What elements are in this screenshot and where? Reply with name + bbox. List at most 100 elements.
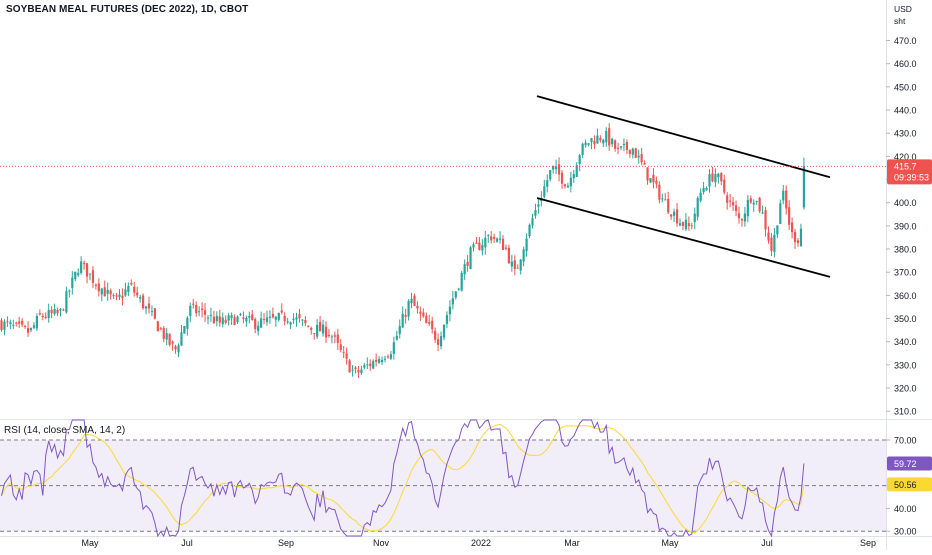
candle-body xyxy=(690,225,693,227)
candle-body xyxy=(3,321,6,330)
price-tick-label: 470.0 xyxy=(894,36,917,46)
candle-body xyxy=(136,292,139,296)
candle-body xyxy=(463,264,466,275)
candle-body xyxy=(59,308,62,311)
candle-body xyxy=(44,316,47,318)
candle-body xyxy=(124,289,127,296)
candle-body xyxy=(734,205,738,212)
candle-body xyxy=(519,259,522,271)
candle-body xyxy=(301,319,304,321)
candle-body xyxy=(416,305,419,309)
candle-body xyxy=(410,298,413,304)
candle-body xyxy=(504,247,508,249)
candle-body xyxy=(614,140,617,149)
candle-body xyxy=(171,341,174,344)
candle-body xyxy=(442,324,446,338)
candle-body xyxy=(451,298,454,305)
time-tick-label: May xyxy=(661,538,679,548)
candle-body xyxy=(726,195,729,203)
candle-body xyxy=(319,321,322,332)
rsi-indicator-title: RSI (14, close, SMA, 14, 2) xyxy=(4,425,126,436)
candle-body xyxy=(445,315,449,324)
candle-body xyxy=(189,305,192,316)
candle-body xyxy=(782,190,785,201)
candle-body xyxy=(62,309,65,311)
candle-body xyxy=(619,146,623,148)
candle-body xyxy=(153,308,156,319)
candle-body xyxy=(670,214,673,217)
candle-body xyxy=(628,149,631,154)
candle-body xyxy=(587,143,590,145)
candle-body xyxy=(466,261,469,267)
candle-body xyxy=(428,322,431,324)
candle-body xyxy=(333,335,336,337)
candle-body xyxy=(675,209,679,224)
candle-body xyxy=(283,315,286,322)
candle-body xyxy=(218,316,221,323)
candle-body xyxy=(26,328,30,333)
candle-body xyxy=(705,188,708,191)
candle-body xyxy=(150,311,154,313)
chart-title: SOYBEAN MEAL FUTURES (DEC 2022), 1D, CBO… xyxy=(6,4,249,15)
candle-body xyxy=(643,163,646,165)
candle-body xyxy=(18,321,21,324)
candle-body xyxy=(133,286,136,293)
candle-body xyxy=(516,267,519,269)
candle-body xyxy=(156,321,159,332)
candle-body xyxy=(6,321,9,323)
candle-body xyxy=(32,325,36,328)
candle-body xyxy=(478,242,481,250)
candle-body xyxy=(761,212,764,214)
candle-body xyxy=(714,174,717,183)
candle-body xyxy=(534,210,537,216)
rsi-tick-label: 70.00 xyxy=(894,436,917,446)
candle-body xyxy=(94,284,97,286)
time-tick-label: Sep xyxy=(860,538,876,548)
candle-body xyxy=(460,272,463,291)
candle-body xyxy=(106,289,109,294)
candle-body xyxy=(260,318,263,328)
rsi-line xyxy=(1,419,805,538)
candle-body xyxy=(764,210,767,230)
candle-body xyxy=(100,288,103,295)
price-tick-label: 400.0 xyxy=(894,198,917,208)
candle-body xyxy=(522,249,525,262)
unit-label: sht xyxy=(894,16,906,26)
candle-body xyxy=(469,247,472,270)
candle-body xyxy=(434,330,437,340)
candle-body xyxy=(85,263,89,277)
candle-body xyxy=(139,297,142,299)
candle-body xyxy=(696,198,699,217)
candle-body xyxy=(77,272,80,276)
candle-body xyxy=(528,224,531,237)
candle-body xyxy=(413,295,416,306)
candle-body xyxy=(183,325,186,334)
candle-body xyxy=(35,316,38,329)
candle-body xyxy=(687,223,690,227)
candle-body xyxy=(9,322,12,325)
candle-body xyxy=(118,294,121,297)
candle-body xyxy=(552,165,555,170)
candle-body xyxy=(127,286,130,292)
candle-body xyxy=(24,325,27,327)
candle-body xyxy=(345,353,348,359)
candle-body xyxy=(616,147,620,149)
candle-body xyxy=(729,200,732,202)
candle-body xyxy=(212,316,215,324)
candle-body xyxy=(693,213,696,223)
candle-body xyxy=(372,360,375,369)
candle-body xyxy=(369,363,372,367)
candle-body xyxy=(490,236,493,241)
candle-body xyxy=(227,315,230,321)
candle-body xyxy=(354,367,357,370)
candle-body xyxy=(342,352,345,354)
candle-body xyxy=(389,354,392,359)
channel-lower-trendline xyxy=(536,197,831,278)
candle-body xyxy=(142,295,145,309)
candle-body xyxy=(749,198,752,203)
candle-body xyxy=(12,324,15,326)
candle-body xyxy=(186,317,189,329)
candle-body xyxy=(484,237,487,248)
